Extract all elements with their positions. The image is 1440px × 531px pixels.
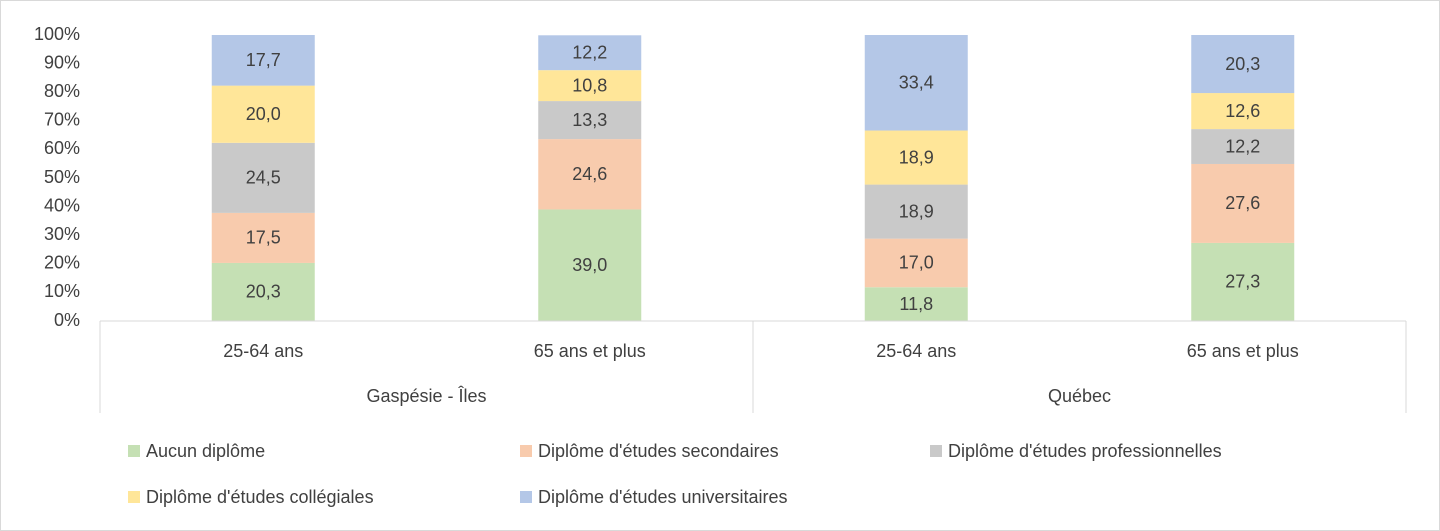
y-tick-label: 40% (44, 195, 80, 215)
bar-segment (864, 287, 968, 321)
bar-segment (538, 35, 642, 71)
y-tick-label: 80% (44, 81, 80, 101)
data-label: 11,8 (899, 294, 933, 314)
y-tick-label: 60% (44, 138, 80, 158)
legend-label: Diplôme d'études secondaires (538, 441, 779, 461)
bar-segment (211, 85, 315, 143)
data-label: 12,2 (572, 42, 607, 62)
x-tick-label: 25-64 ans (223, 341, 303, 361)
legend-label: Aucun diplôme (146, 441, 265, 461)
bar-segment (211, 212, 315, 263)
x-tick-label: 65 ans et plus (1187, 341, 1299, 361)
bar-segment (864, 184, 968, 239)
bar-segment (211, 142, 315, 213)
data-label: 17,7 (246, 50, 281, 70)
data-label: 17,0 (899, 253, 934, 273)
y-tick-label: 30% (44, 224, 80, 244)
data-label: 24,5 (246, 168, 281, 188)
data-label: 18,9 (899, 201, 934, 221)
bar-segment (1191, 129, 1295, 164)
y-tick-label: 100% (34, 24, 80, 44)
data-label: 12,6 (1225, 101, 1260, 121)
y-tick-label: 20% (44, 253, 80, 273)
data-label: 13,3 (572, 110, 607, 130)
bar-segment (538, 70, 642, 102)
legend-swatch (128, 491, 140, 503)
legend-label: Diplôme d'études collégiales (146, 487, 374, 507)
x-tick-label: 25-64 ans (876, 341, 956, 361)
y-tick-label: 50% (44, 167, 80, 187)
bar-segment (1191, 242, 1295, 321)
y-tick-label: 90% (44, 52, 80, 72)
data-label: 17,5 (246, 228, 281, 248)
data-label: 27,6 (1225, 193, 1260, 213)
group-label: Québec (1048, 386, 1111, 406)
legend-swatch (520, 445, 532, 457)
data-label: 20,3 (1225, 54, 1260, 74)
bar-segment (864, 35, 968, 131)
group-label: Gaspésie - Îles (366, 386, 486, 406)
bar-segment (211, 262, 315, 321)
bar-segment (1191, 35, 1295, 94)
bar-segment (864, 238, 968, 288)
y-tick-label: 10% (44, 281, 80, 301)
data-label: 18,9 (899, 147, 934, 167)
data-label: 24,6 (572, 164, 607, 184)
bar-segment (864, 130, 968, 185)
legend-swatch (520, 491, 532, 503)
legend-swatch (128, 445, 140, 457)
y-tick-label: 70% (44, 110, 80, 130)
bar-segment (538, 139, 642, 210)
bar-segment (538, 101, 642, 140)
bar-segment (538, 209, 642, 321)
data-label: 33,4 (899, 73, 934, 93)
data-label: 12,2 (1225, 136, 1260, 156)
bar-segment (1191, 93, 1295, 130)
y-tick-label: 0% (54, 310, 80, 330)
data-label: 27,3 (1225, 272, 1260, 292)
bar-segment (1191, 163, 1295, 243)
legend-label: Diplôme d'études professionnelles (948, 441, 1222, 461)
legend-label: Diplôme d'études universitaires (538, 487, 788, 507)
bar-segment (211, 35, 315, 86)
legend-swatch (930, 445, 942, 457)
data-label: 20,0 (246, 104, 281, 124)
data-label: 10,8 (572, 75, 607, 95)
x-tick-label: 65 ans et plus (534, 341, 646, 361)
data-label: 20,3 (246, 282, 281, 302)
data-label: 39,0 (572, 255, 607, 275)
